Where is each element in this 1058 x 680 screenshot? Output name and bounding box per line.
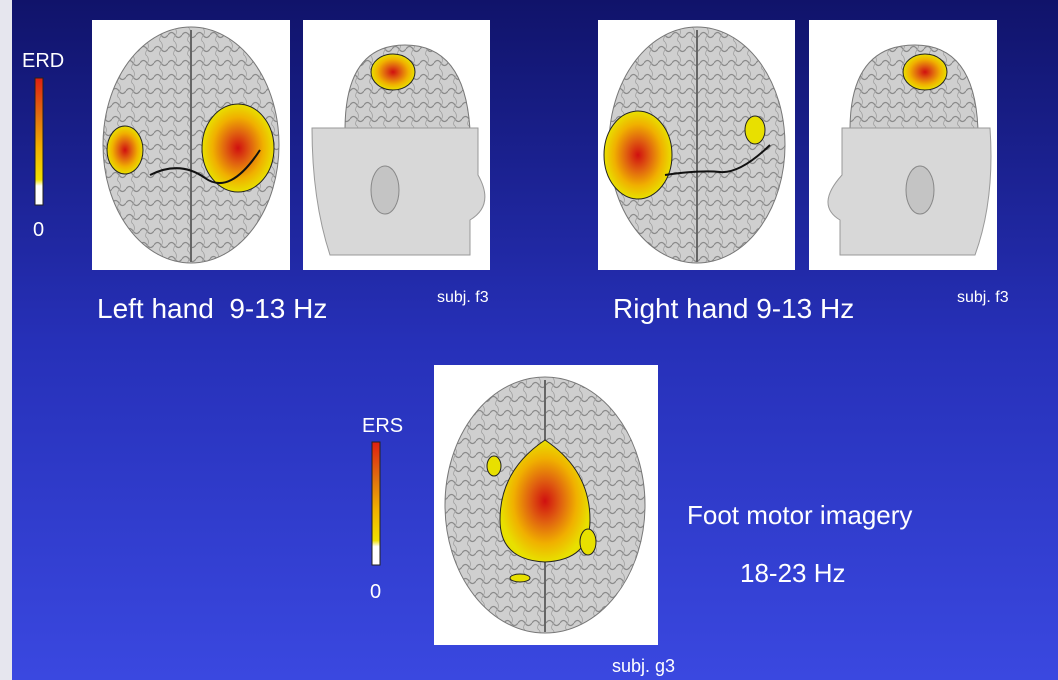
ear — [905, 165, 935, 215]
colorbar — [34, 77, 44, 206]
subject-label: subj. f3 — [957, 289, 1009, 306]
activation — [603, 110, 673, 200]
subject-label: subj. f3 — [437, 289, 489, 306]
activation — [106, 125, 144, 175]
colorbar-label: ERD — [22, 50, 64, 72]
activation — [499, 439, 591, 563]
caption: 18-23 Hz — [740, 558, 846, 588]
activation — [902, 53, 948, 91]
left-strip — [0, 0, 12, 680]
activation — [486, 455, 502, 477]
colorbar-min: 0 — [370, 581, 381, 603]
activation — [201, 103, 275, 193]
sulcus — [664, 144, 771, 176]
colorbar-min: 0 — [33, 219, 44, 241]
activation — [509, 573, 531, 583]
subject-label: subj. g3 — [612, 656, 675, 676]
caption: Right hand 9-13 Hz — [613, 293, 854, 324]
activation — [579, 528, 597, 556]
colorbar — [371, 441, 381, 566]
caption: Left hand 9-13 Hz — [97, 293, 327, 324]
colorbar-label: ERS — [362, 415, 403, 437]
sulcus — [149, 149, 261, 184]
activation — [370, 53, 416, 91]
ear — [370, 165, 400, 215]
activation — [744, 115, 766, 145]
caption: Foot motor imagery — [687, 500, 912, 530]
